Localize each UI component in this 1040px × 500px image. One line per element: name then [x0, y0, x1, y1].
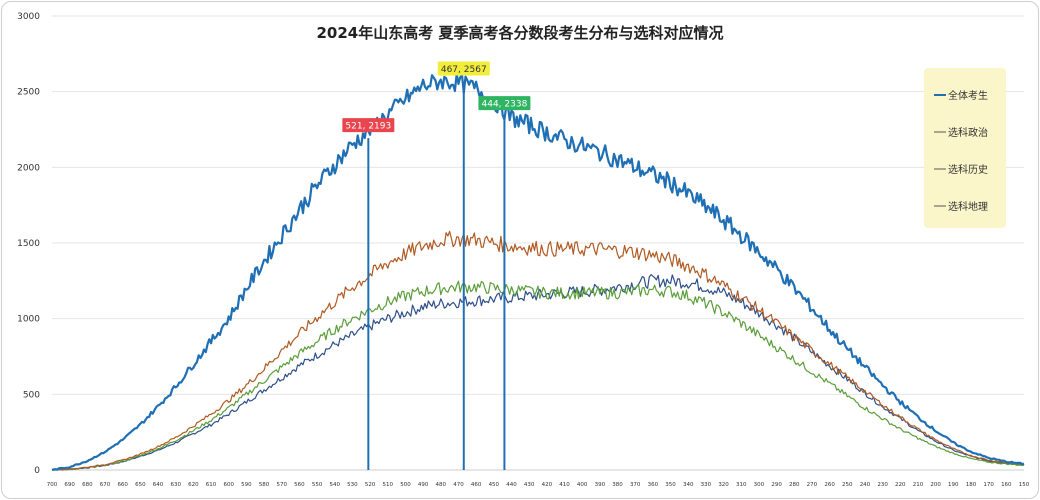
y-axis-ticks: 0 500 1000 1500 2000 2500 3000 [17, 12, 40, 476]
x-tick-label: 180 [966, 482, 977, 488]
y-tick-label: 2000 [17, 163, 40, 173]
x-tick-label: 220 [895, 482, 906, 488]
x-tick-label: 250 [842, 482, 853, 488]
marker-label-box [478, 96, 531, 111]
x-tick-label: 670 [100, 482, 111, 488]
grid-lines [52, 15, 1024, 471]
chart-title: 2024年山东高考 夏季高考各分数段考生分布与选科对应情况 [317, 24, 724, 42]
x-tick-label: 200 [930, 482, 941, 488]
x-tick-label: 540 [330, 482, 341, 488]
x-tick-label: 390 [595, 482, 606, 488]
x-tick-label: 590 [241, 482, 252, 488]
y-tick-label: 1000 [17, 315, 40, 325]
x-tick-label: 350 [665, 482, 676, 488]
x-tick-label: 360 [648, 482, 659, 488]
x-tick-label: 230 [877, 482, 888, 488]
x-tick-label: 580 [259, 482, 270, 488]
marker-lines: 521, 2193 467, 2567 444, 2338 [342, 61, 531, 470]
series-line-0 [51, 72, 1025, 472]
x-tick-label: 420 [542, 482, 553, 488]
x-tick-label: 430 [524, 482, 535, 488]
x-tick-label: 620 [188, 482, 199, 488]
x-tick-label: 450 [489, 482, 500, 488]
x-tick-label: 190 [948, 482, 959, 488]
x-tick-label: 530 [347, 482, 358, 488]
x-tick-label: 650 [135, 482, 146, 488]
x-tick-label: 440 [506, 482, 517, 488]
x-tick-label: 500 [400, 482, 411, 488]
x-tick-label: 460 [471, 482, 482, 488]
x-tick-label: 310 [736, 482, 747, 488]
legend-item-label: 选科历史 [948, 163, 988, 176]
x-tick-label: 600 [223, 482, 234, 488]
legend-item-label: 选科地理 [948, 200, 988, 213]
x-tick-label: 150 [1019, 482, 1030, 488]
x-tick-label: 700 [47, 482, 58, 488]
x-tick-label: 290 [771, 482, 782, 488]
marker-label-box [437, 61, 490, 76]
x-tick-label: 550 [312, 482, 323, 488]
x-tick-label: 560 [294, 482, 305, 488]
x-axis-ticks: 700 690 680 670 660 650 640 630 620 610 600 590 580 5… [47, 482, 1030, 488]
x-tick-label: 160 [1001, 482, 1012, 488]
x-tick-label: 640 [153, 482, 164, 488]
marker-label: 444, 2338 [482, 100, 528, 110]
marker-label: 467, 2567 [441, 65, 487, 75]
x-tick-label: 320 [718, 482, 729, 488]
x-tick-label: 630 [170, 482, 181, 488]
x-tick-label: 410 [559, 482, 570, 488]
x-tick-label: 480 [436, 482, 447, 488]
series-lines [51, 72, 1025, 472]
y-tick-label: 500 [23, 390, 40, 400]
x-tick-label: 510 [383, 482, 394, 488]
x-tick-label: 690 [64, 482, 75, 488]
x-tick-label: 210 [913, 482, 924, 488]
y-tick-label: 0 [34, 466, 40, 476]
x-tick-label: 680 [82, 482, 93, 488]
series-line-1 [51, 274, 1025, 471]
x-tick-label: 280 [789, 482, 800, 488]
marker-label: 521, 2193 [345, 122, 391, 132]
legend-box [924, 68, 1006, 228]
y-tick-label: 2500 [17, 88, 40, 98]
x-tick-label: 570 [276, 482, 287, 488]
x-tick-label: 330 [701, 482, 712, 488]
x-tick-label: 340 [683, 482, 694, 488]
x-tick-label: 370 [630, 482, 641, 488]
x-tick-label: 260 [824, 482, 835, 488]
x-tick-label: 490 [418, 482, 429, 488]
legend-item-label: 全体考生 [948, 89, 988, 102]
x-tick-label: 520 [365, 482, 376, 488]
legend-item-label: 选科政治 [948, 126, 988, 139]
x-tick-label: 610 [206, 482, 217, 488]
x-tick-label: 400 [577, 482, 588, 488]
x-tick-label: 380 [612, 482, 623, 488]
marker-label-box [342, 118, 395, 133]
series-line-3 [51, 280, 1025, 471]
y-tick-label: 1500 [17, 239, 40, 249]
x-tick-label: 270 [807, 482, 818, 488]
y-tick-label: 3000 [17, 12, 40, 22]
x-tick-label: 660 [117, 482, 128, 488]
x-tick-label: 240 [860, 482, 871, 488]
series-line-2 [52, 230, 1025, 471]
x-tick-label: 170 [983, 482, 994, 488]
x-tick-label: 470 [453, 482, 464, 488]
x-tick-label: 300 [754, 482, 765, 488]
